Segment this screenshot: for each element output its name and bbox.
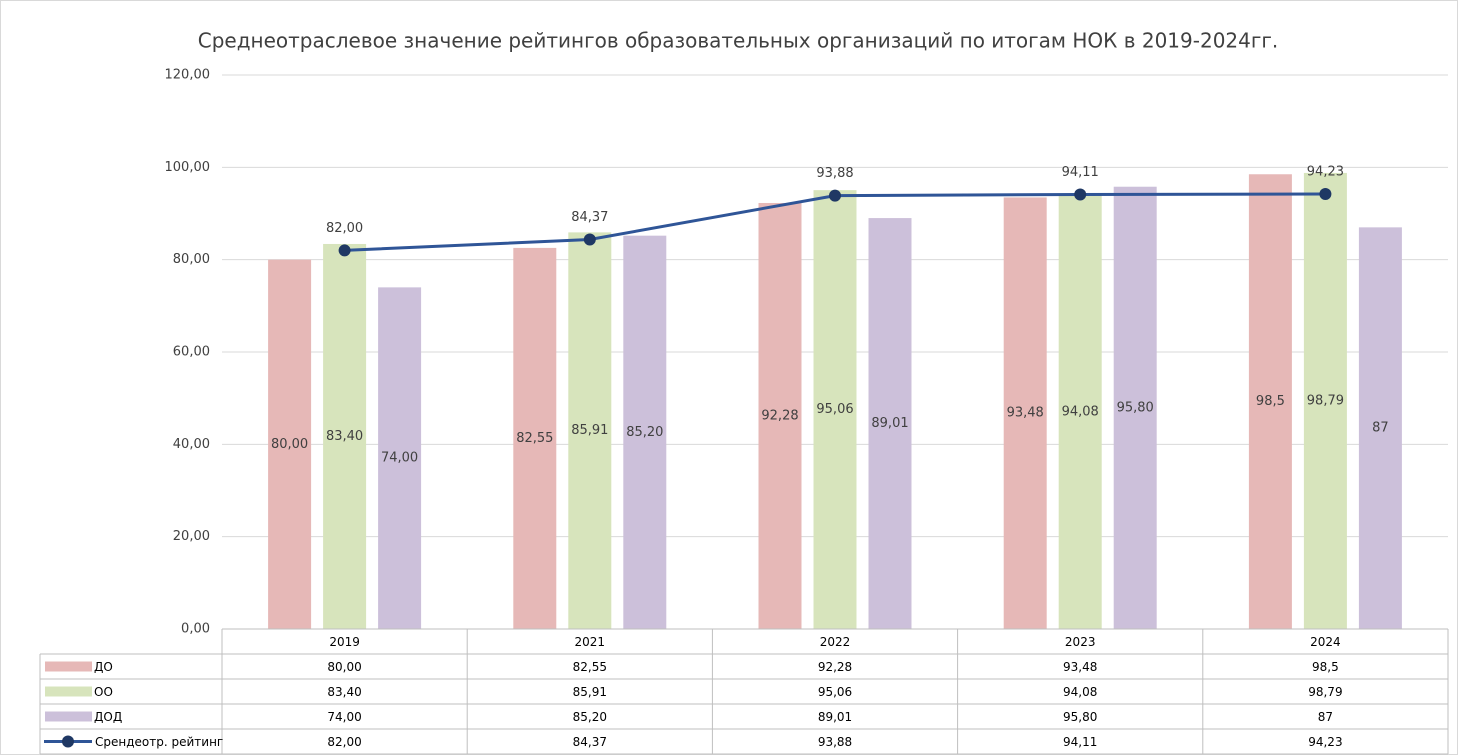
data-label: 93,88 [816, 166, 853, 181]
bar [1113, 186, 1157, 629]
table-cell: 82,00 [327, 735, 361, 749]
data-label: 94,11 [1062, 165, 1099, 180]
data-label: 82,00 [326, 221, 363, 236]
y-tick-label: 120,00 [165, 68, 211, 83]
data-label: 89,01 [871, 416, 908, 431]
data-label: 80,00 [271, 437, 308, 452]
data-label: 95,06 [816, 402, 853, 417]
legend-label: Срендеотр. рейтинг [95, 735, 223, 749]
bar [1058, 194, 1102, 629]
bar [868, 218, 912, 629]
table-cell: 85,91 [573, 685, 607, 699]
bar [1248, 174, 1292, 629]
table-cell: 95,06 [818, 685, 852, 699]
chart-title: Среднеотраслевое значение рейтингов обра… [198, 29, 1279, 53]
bar [1303, 172, 1347, 629]
data-label: 85,20 [626, 425, 663, 440]
data-label: 93,48 [1007, 406, 1044, 421]
line-marker [829, 189, 841, 202]
y-tick-label: 40,00 [173, 437, 210, 452]
table-cell: 80,00 [327, 660, 361, 674]
y-tick-label: 80,00 [173, 252, 210, 267]
y-tick-label: 100,00 [165, 160, 211, 175]
table-cell: 92,28 [818, 660, 852, 674]
data-label: 98,5 [1256, 394, 1285, 409]
table-cell: 94,23 [1308, 735, 1342, 749]
table-cell: 94,11 [1063, 735, 1097, 749]
bar [268, 259, 312, 629]
x-tick-label: 2024 [1310, 635, 1341, 649]
line-marker [583, 233, 596, 246]
table-cell: 82,55 [573, 660, 607, 674]
bar [568, 232, 612, 629]
data-label: 98,79 [1307, 393, 1344, 408]
data-label: 82,55 [516, 431, 553, 446]
legend-swatch [45, 661, 92, 672]
data-label: 85,91 [571, 423, 608, 438]
legend-swatch [45, 686, 92, 697]
bar [813, 190, 857, 630]
table-cell: 87 [1318, 710, 1333, 724]
x-tick-label: 2022 [820, 635, 851, 649]
table-cell: 83,40 [327, 685, 361, 699]
legend-label: ДОД [94, 710, 122, 724]
x-tick-label: 2021 [575, 635, 606, 649]
y-tick-label: 0,00 [181, 622, 210, 637]
y-tick-label: 60,00 [173, 345, 210, 360]
legend-label: ДО [94, 660, 113, 674]
bar [758, 202, 802, 629]
line-marker [338, 244, 351, 257]
table-cell: 74,00 [327, 710, 361, 724]
data-label: 74,00 [381, 451, 418, 466]
table-cell: 93,88 [818, 735, 852, 749]
data-label: 84,37 [571, 210, 608, 225]
data-table: 2019 2021 2022 2023 2024 ДО 80,00 82,55 92,28 93,… [39, 628, 1449, 755]
table-cell: 89,01 [818, 710, 852, 724]
legend-swatch [45, 711, 92, 722]
table-cell: 84,37 [573, 735, 607, 749]
bar [323, 243, 367, 629]
bar [623, 235, 667, 629]
table-cell: 93,48 [1063, 660, 1097, 674]
line-marker [1319, 187, 1332, 200]
table-cell: 95,80 [1063, 710, 1097, 724]
legend-marker [62, 735, 74, 748]
data-label: 95,80 [1117, 400, 1154, 415]
bar [1003, 197, 1047, 629]
data-label: 83,40 [326, 429, 363, 444]
table-cell: 98,79 [1308, 685, 1342, 699]
data-label: 87 [1372, 421, 1389, 436]
y-tick-label: 20,00 [173, 529, 210, 544]
data-label: 94,08 [1062, 404, 1099, 419]
bar [378, 287, 422, 629]
x-tick-label: 2023 [1065, 635, 1096, 649]
table-cell: 94,08 [1063, 685, 1097, 699]
line-marker [1074, 188, 1087, 201]
data-label: 92,28 [761, 408, 798, 423]
bar [513, 247, 557, 629]
data-label: 94,23 [1307, 164, 1344, 179]
table-cell: 98,5 [1312, 660, 1339, 674]
table-cell: 85,20 [573, 710, 607, 724]
legend-label: ОО [94, 685, 113, 699]
x-tick-label: 2019 [329, 635, 360, 649]
bar [1358, 227, 1402, 629]
